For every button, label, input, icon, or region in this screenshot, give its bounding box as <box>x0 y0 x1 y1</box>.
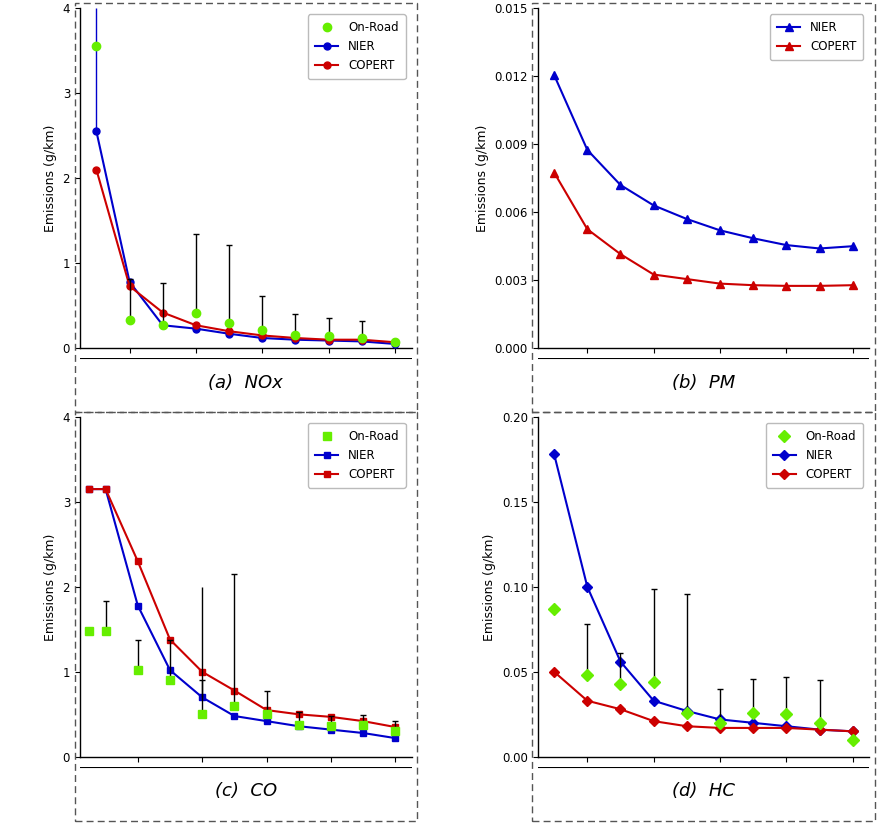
Y-axis label: Emissions (g/km): Emissions (g/km) <box>475 124 488 232</box>
X-axis label: Vehicle Speed (km/h): Vehicle Speed (km/h) <box>628 785 777 798</box>
Text: (c)  CO: (c) CO <box>214 782 276 800</box>
Y-axis label: Emissions (g/km): Emissions (g/km) <box>44 124 57 232</box>
X-axis label: Vehicle Speed (km/h): Vehicle Speed (km/h) <box>171 377 320 390</box>
Text: (d)  HC: (d) HC <box>672 782 734 800</box>
Text: (a)  NOx: (a) NOx <box>208 373 283 391</box>
X-axis label: Vehicle Speed (km/h): Vehicle Speed (km/h) <box>171 785 320 798</box>
Y-axis label: Emissions (g/km): Emissions (g/km) <box>483 533 496 640</box>
Y-axis label: Emissions (g/km): Emissions (g/km) <box>44 533 57 640</box>
Legend: On-Road, NIER, COPERT: On-Road, NIER, COPERT <box>765 423 862 488</box>
Legend: On-Road, NIER, COPERT: On-Road, NIER, COPERT <box>307 14 405 79</box>
Legend: On-Road, NIER, COPERT: On-Road, NIER, COPERT <box>307 423 405 488</box>
Legend: NIER, COPERT: NIER, COPERT <box>769 14 862 60</box>
X-axis label: Vehicle Speed (km/h): Vehicle Speed (km/h) <box>628 377 777 390</box>
Text: (b)  PM: (b) PM <box>671 373 734 391</box>
